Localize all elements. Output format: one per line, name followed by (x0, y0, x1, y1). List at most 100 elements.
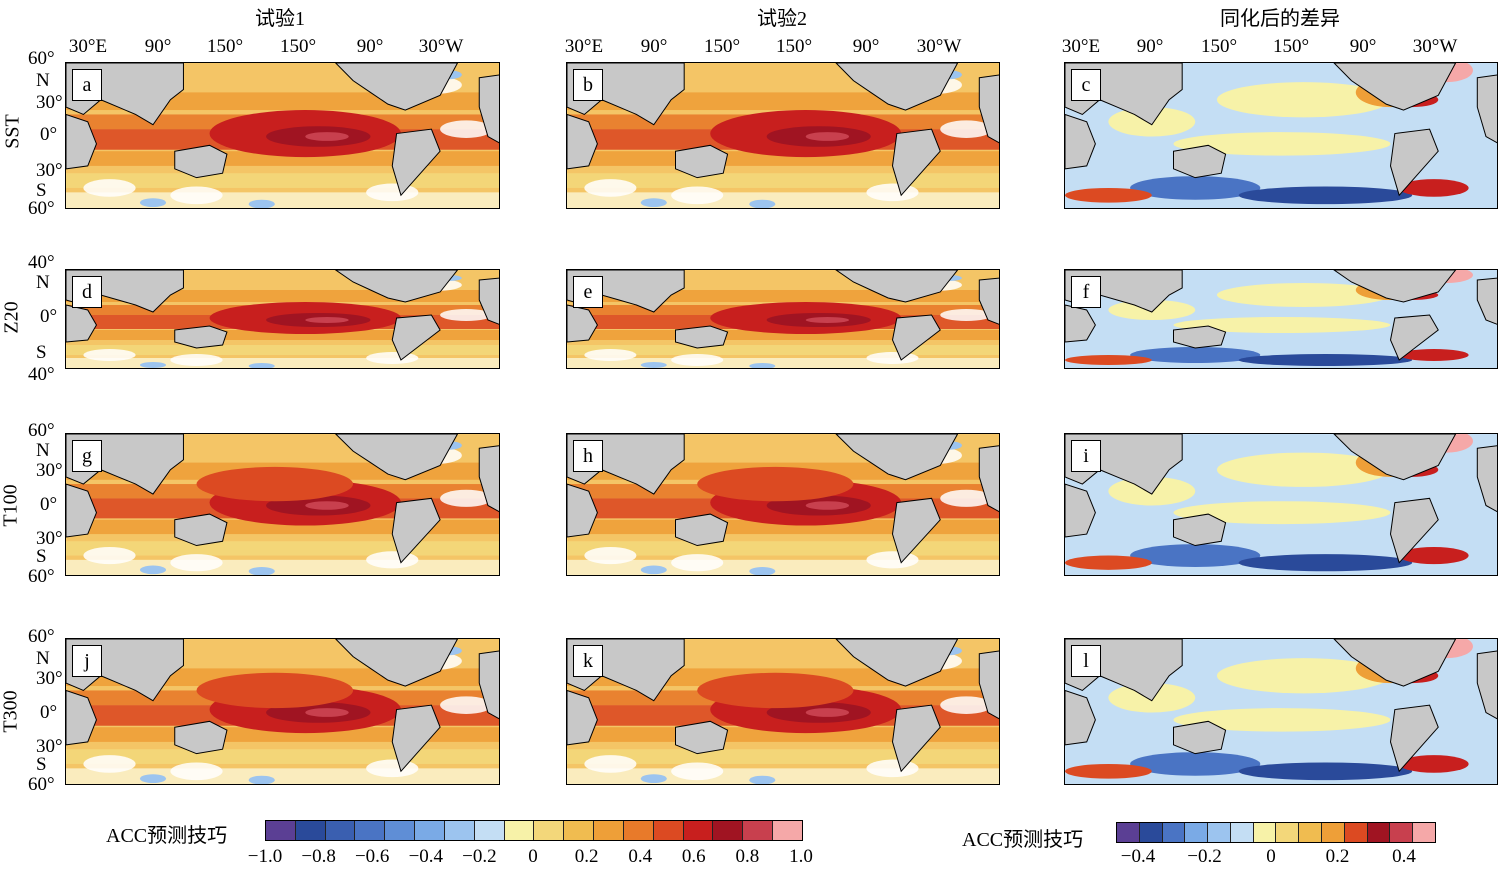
colorbar-swatch (1276, 823, 1300, 842)
lat-label: 0° (40, 124, 58, 145)
colorbar-tick-label: −0.2 (1187, 846, 1222, 867)
lat-label: 30° (36, 160, 63, 181)
map-panel-c: c (1064, 62, 1498, 209)
colorbar-swatch (713, 821, 744, 840)
colorbar-left (265, 820, 803, 841)
colorbar-swatch (444, 821, 475, 840)
colorbar-swatch (266, 821, 296, 840)
column-title-exp2: 试验2 (757, 8, 807, 30)
panel-letter: d (72, 276, 102, 308)
column-title-diff: 同化后的差异 (1220, 8, 1340, 30)
colorbar-swatch (1344, 823, 1368, 842)
lat-label: S (36, 546, 47, 567)
lat-label: 30° (36, 736, 63, 757)
lat-label: 0° (40, 306, 58, 327)
lat-label: 60° (28, 48, 55, 69)
map-heatmap (66, 270, 499, 368)
map-heatmap (567, 63, 999, 208)
colorbar-tick-label: 0 (528, 846, 538, 867)
lat-label: 30° (36, 528, 63, 549)
map-panel-j: j (65, 638, 500, 785)
map-heatmap (66, 434, 499, 575)
lon-tick: 90° (144, 36, 172, 57)
row-label-t300: T300 (0, 690, 22, 733)
colorbar-swatch (653, 821, 684, 840)
map-heatmap (1065, 63, 1497, 208)
lat-label: S (36, 342, 47, 363)
lat-label: 60° (28, 774, 55, 795)
map-heatmap (567, 639, 999, 784)
map-panel-e: e (566, 269, 1000, 369)
lat-label: N (36, 272, 50, 293)
lat-label: S (36, 754, 47, 775)
colorbar-swatch (1139, 823, 1163, 842)
colorbar-tick-label: 1.0 (789, 846, 813, 867)
lon-tick: 150° (206, 36, 244, 57)
map-heatmap (567, 434, 999, 575)
map-heatmap (1065, 639, 1497, 784)
colorbar-tick-label: −0.4 (1120, 846, 1156, 867)
lat-label: S (36, 180, 47, 201)
colorbar-swatch (355, 821, 386, 840)
colorbar-swatch (1322, 823, 1345, 842)
lat-label: 60° (28, 626, 55, 647)
map-panel-f: f (1064, 269, 1498, 369)
colorbar-tick-label: −0.2 (462, 846, 497, 867)
colorbar-swatch (1367, 823, 1391, 842)
lat-label: 60° (28, 198, 55, 219)
lon-tick: 30°W (1412, 36, 1458, 57)
map-panel-k: k (566, 638, 1000, 785)
colorbar-swatch (415, 821, 445, 840)
map-panel-h: h (566, 433, 1000, 576)
lon-tick: 30°E (564, 36, 604, 57)
colorbar-tick-label: −1.0 (247, 846, 283, 867)
lat-label: 40° (28, 252, 55, 273)
lat-label: N (36, 70, 50, 91)
map-panel-b: b (566, 62, 1000, 209)
map-panel-d: d (65, 269, 500, 369)
lon-tick: 90° (1349, 36, 1377, 57)
map-heatmap (567, 270, 999, 368)
lon-tick: 30°E (68, 36, 108, 57)
panel-letter: i (1071, 440, 1101, 472)
lon-tick: 90° (852, 36, 880, 57)
colorbar-swatch (534, 821, 565, 840)
colorbar-swatch (743, 821, 774, 840)
column-title-exp1: 试验1 (255, 8, 305, 30)
colorbar-swatch (1299, 823, 1323, 842)
colorbar-swatch (1185, 823, 1209, 842)
lat-label: 30° (36, 460, 63, 481)
colorbar-swatch (594, 821, 624, 840)
colorbar-right-label: ACC预测技巧 (962, 829, 1084, 851)
lon-tick: 150° (703, 36, 741, 57)
lat-label: 0° (40, 702, 58, 723)
colorbar-swatch (773, 821, 802, 840)
colorbar-tick-label: 0.2 (1325, 846, 1350, 867)
panel-letter: k (573, 645, 603, 677)
panel-letter: h (573, 440, 603, 472)
lat-label: N (36, 648, 50, 669)
row-label-sst: SST (1, 114, 24, 149)
colorbar-swatch (564, 821, 595, 840)
panel-letter: j (72, 645, 102, 677)
map-heatmap (66, 63, 499, 208)
colorbar-swatch (1230, 823, 1254, 842)
panel-letter: g (72, 440, 102, 472)
lon-tick: 90° (1136, 36, 1164, 57)
panel-letter: f (1071, 276, 1101, 308)
lat-label: 60° (28, 566, 55, 587)
colorbar-swatch (325, 821, 356, 840)
lat-label: 0° (40, 494, 58, 515)
colorbar-tick-label: −0.8 (301, 846, 336, 867)
map-panel-g: g (65, 433, 500, 576)
colorbar-tick-label: 0.4 (628, 846, 653, 867)
lat-label: 40° (28, 364, 55, 385)
map-panel-l: l (1064, 638, 1498, 785)
panel-letter: c (1071, 69, 1101, 101)
panel-letter: l (1071, 645, 1101, 677)
colorbar-swatch (1208, 823, 1231, 842)
colorbar-swatch (295, 821, 326, 840)
panel-letter: e (573, 276, 603, 308)
panel-letter: b (573, 69, 603, 101)
lon-tick: 150° (1272, 36, 1310, 57)
